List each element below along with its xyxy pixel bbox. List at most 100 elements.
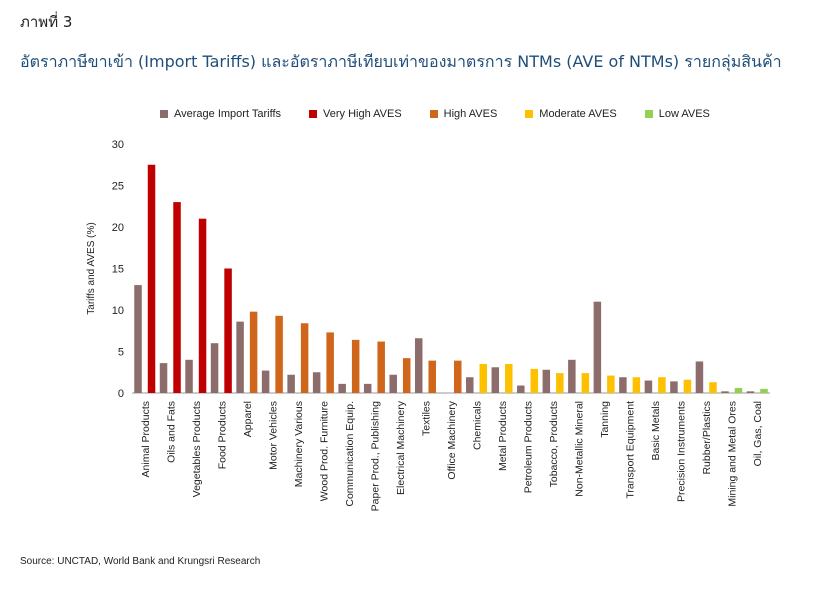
bar-tariff bbox=[134, 285, 142, 393]
chart-legend: Average Import Tariffs Very High AVES High… bbox=[160, 108, 710, 120]
bar-tariff bbox=[185, 359, 193, 393]
bar-aves bbox=[173, 202, 181, 393]
bar-tariff bbox=[363, 383, 372, 393]
bar-tariff bbox=[287, 374, 295, 393]
legend-swatch bbox=[160, 110, 168, 118]
bar-aves bbox=[709, 382, 717, 393]
legend-label: Average Import Tariffs bbox=[174, 108, 281, 120]
bar-tariff bbox=[593, 301, 602, 393]
legend-item-low: Low AVES bbox=[644, 108, 710, 120]
bar-tariff bbox=[236, 321, 244, 393]
y-tick-label: 25 bbox=[112, 181, 124, 193]
source-note: Source: UNCTAD, World Bank and Krungsri … bbox=[20, 556, 261, 567]
bar-aves bbox=[147, 164, 156, 393]
x-tick-label: Rubber/Plastics bbox=[701, 401, 713, 475]
bar-tariff bbox=[517, 385, 525, 393]
bar-tariff bbox=[491, 367, 500, 393]
bar-tariff bbox=[261, 370, 270, 393]
bar-aves bbox=[454, 360, 462, 393]
bar-tariff bbox=[695, 361, 704, 393]
bar-tariff bbox=[338, 383, 346, 393]
y-tick-label: 15 bbox=[112, 264, 124, 276]
x-tick-label: Motor Vehicles bbox=[267, 401, 279, 470]
bar-aves bbox=[428, 360, 436, 393]
bar-tariff bbox=[159, 363, 168, 393]
bar-aves bbox=[556, 373, 564, 393]
y-tick-label: 30 bbox=[112, 139, 124, 151]
x-tick-label: Electrical Machinery bbox=[395, 400, 407, 495]
bar-aves bbox=[683, 379, 692, 393]
legend-swatch bbox=[644, 110, 653, 118]
y-tick-label: 10 bbox=[112, 305, 124, 317]
legend-item-moderate: Moderate AVES bbox=[525, 108, 617, 120]
x-tick-label: Paper Prod., Publishing bbox=[369, 401, 381, 511]
x-tick-label: Chemicals bbox=[472, 401, 484, 450]
legend-swatch bbox=[429, 110, 438, 118]
legend-label: High AVES bbox=[443, 108, 498, 120]
y-tick-label: 20 bbox=[112, 222, 124, 234]
x-tick-label: Vegetables Products bbox=[191, 401, 203, 497]
bar-aves bbox=[300, 323, 309, 393]
bar-aves bbox=[402, 358, 411, 393]
x-tick-label: Transport Equipment bbox=[625, 401, 637, 499]
legend-label: Low AVES bbox=[658, 108, 710, 120]
x-tick-label: Tobacco, Products bbox=[548, 401, 560, 487]
bar-tariff bbox=[568, 359, 576, 393]
bar-aves bbox=[632, 377, 641, 393]
x-tick-label: Basic Metals bbox=[650, 401, 662, 461]
bar-aves bbox=[198, 218, 207, 393]
bar-tariff bbox=[389, 374, 397, 393]
legend-swatch bbox=[309, 110, 317, 118]
bar-aves bbox=[734, 388, 743, 393]
bar-aves bbox=[760, 388, 768, 393]
bar-aves bbox=[479, 363, 488, 393]
bar-tariff bbox=[670, 381, 678, 393]
y-tick-label: 0 bbox=[118, 388, 124, 400]
bar-tariff bbox=[542, 369, 551, 393]
x-tick-label: Wood Prod. Furniture bbox=[318, 401, 330, 501]
bar-aves bbox=[351, 339, 360, 393]
x-tick-label: Oil, Gas, Coal bbox=[752, 401, 764, 466]
x-tick-label: Mining and Metal Ores bbox=[727, 401, 739, 507]
bar-aves bbox=[377, 341, 385, 393]
bar-aves bbox=[275, 315, 283, 393]
y-axis-label: Tariffs and AVES (%) bbox=[86, 222, 97, 314]
bar-tariff bbox=[644, 380, 653, 393]
bar-aves bbox=[530, 368, 539, 393]
legend-label: Moderate AVES bbox=[539, 108, 617, 120]
x-tick-label: Food Products bbox=[216, 401, 228, 469]
legend-item-very_high: Very High AVES bbox=[309, 108, 402, 120]
x-tick-label: Office Machinery bbox=[446, 400, 458, 479]
x-tick-label: Animal Products bbox=[140, 401, 152, 477]
x-tick-label: Machinery Various bbox=[293, 401, 305, 487]
chart-plot: Tariffs and AVES (%) 0 5 10 15 20 25 30 Animal P… bbox=[86, 139, 770, 511]
x-tick-label: Petroleum Products bbox=[523, 401, 535, 493]
bar-aves bbox=[658, 377, 666, 393]
bar-tariff bbox=[721, 391, 729, 393]
x-tick-label: Tanning bbox=[599, 401, 611, 438]
x-tick-label: Non-Metallic Mineral bbox=[574, 401, 586, 497]
figure-label: ภาพที่ 3 bbox=[20, 13, 73, 31]
y-tick-label: 5 bbox=[118, 347, 124, 359]
legend-item-high: High AVES bbox=[429, 108, 498, 120]
chart-title: อัตราภาษีขาเข้า (Import Tariffs) และอัตร… bbox=[20, 52, 782, 71]
bar-tariff bbox=[619, 377, 627, 393]
x-tick-label: Oils and Fats bbox=[165, 401, 177, 463]
x-tick-label: Metal Products bbox=[497, 401, 509, 471]
bar-aves bbox=[326, 332, 334, 393]
bar-aves bbox=[581, 373, 590, 393]
x-tick-label: Precision Instruments bbox=[676, 401, 688, 502]
legend-item-tariff: Average Import Tariffs bbox=[160, 108, 281, 120]
bar-tariff bbox=[210, 343, 219, 393]
x-tick-label: Apparel bbox=[242, 401, 254, 437]
bar-aves bbox=[505, 363, 513, 393]
x-tick-label: Communication Equip. bbox=[344, 401, 356, 507]
bar-aves bbox=[249, 311, 258, 393]
bar-tariff bbox=[414, 338, 423, 393]
bar-aves bbox=[224, 268, 232, 393]
legend-swatch bbox=[525, 110, 534, 118]
bar-tariff bbox=[746, 391, 755, 393]
bar-tariff bbox=[466, 377, 474, 393]
x-tick-label: Textiles bbox=[420, 401, 432, 436]
bar-aves bbox=[607, 375, 615, 393]
